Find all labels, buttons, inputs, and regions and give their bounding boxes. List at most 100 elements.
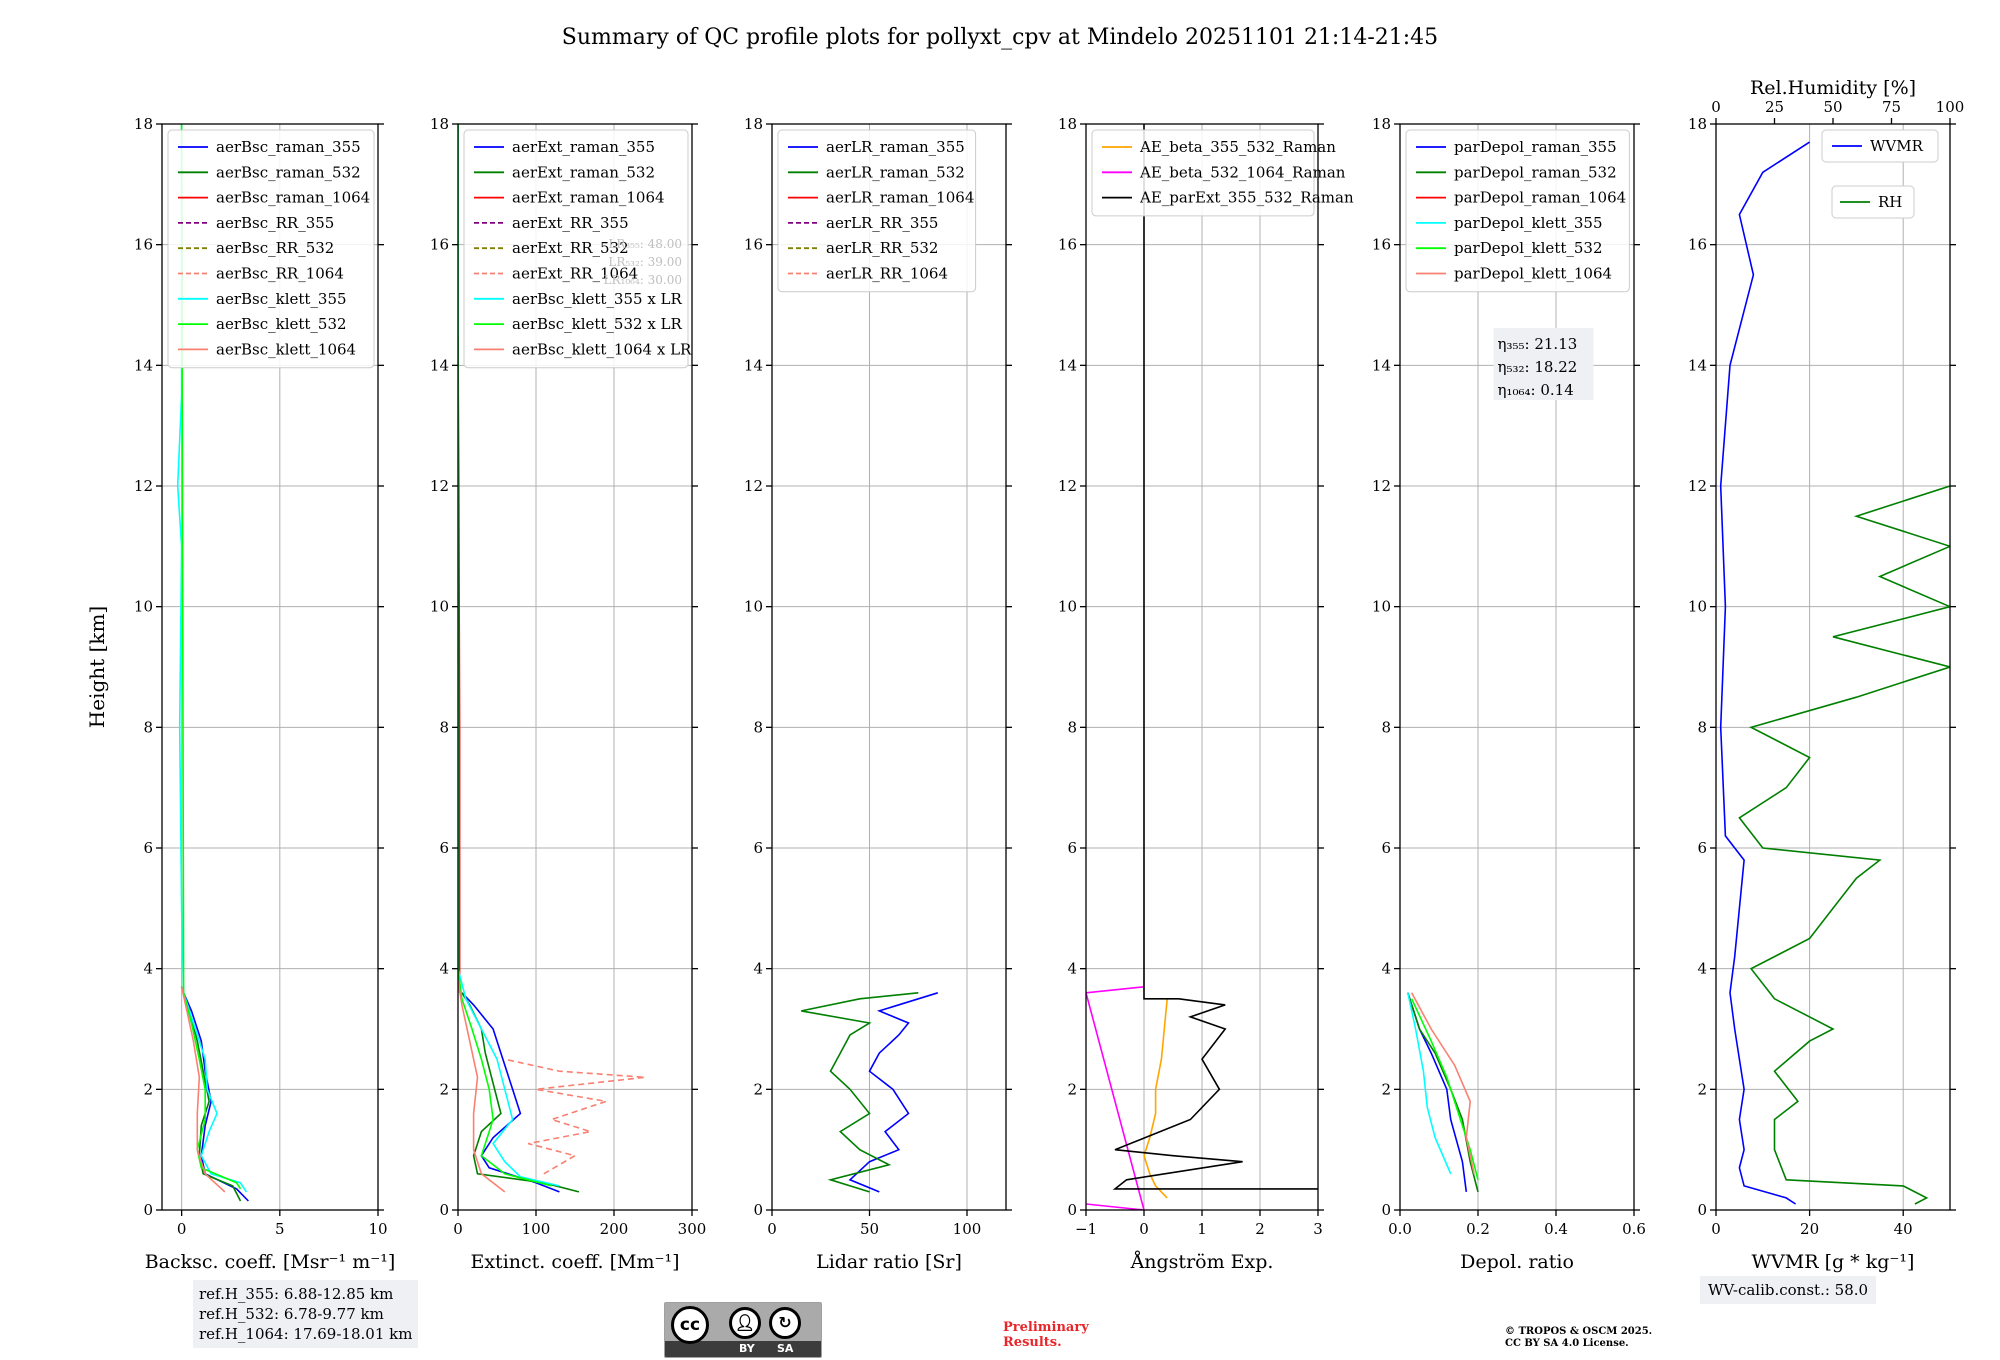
x-tick-label: 10 bbox=[368, 1220, 387, 1238]
y-tick-label: 4 bbox=[143, 960, 153, 978]
legend-frame bbox=[463, 129, 689, 369]
y-tick-label: 16 bbox=[1688, 236, 1707, 254]
axes-frame bbox=[771, 123, 1007, 1211]
y-tick-label: 18 bbox=[134, 115, 153, 133]
y-tick-label: 18 bbox=[1372, 115, 1391, 133]
axes-frame bbox=[1399, 123, 1635, 1211]
eta-label: η₁₀₆₄: 0.14 bbox=[1498, 381, 1574, 399]
y-tick-label: 14 bbox=[1372, 356, 1391, 374]
x-tick-label: 3 bbox=[1313, 1220, 1323, 1238]
legend-label: parDepol_raman_355 bbox=[1454, 138, 1617, 156]
y-tick-label: 0 bbox=[753, 1201, 763, 1219]
series-line-aerBsc_klett_355 bbox=[176, 124, 248, 1193]
legend-label: aerLR_RR_1064 bbox=[826, 265, 948, 283]
legend-label: parDepol_raman_1064 bbox=[1454, 189, 1626, 207]
x-tick-label: −1 bbox=[1075, 1220, 1097, 1238]
legend-label: aerBsc_raman_355 bbox=[216, 138, 361, 156]
y-tick-label: 8 bbox=[1067, 718, 1077, 736]
x-axis-label: Depol. ratio bbox=[1460, 1251, 1574, 1273]
series-group bbox=[176, 124, 249, 1202]
y-tick-label: 14 bbox=[744, 356, 763, 374]
y-tick-label: 4 bbox=[1697, 960, 1707, 978]
y-tick-label: 14 bbox=[1688, 356, 1707, 374]
lidar-ratio-label: LR₁₀₆₄: 30.00 bbox=[604, 273, 682, 287]
y-tick-label: 16 bbox=[1058, 236, 1077, 254]
legend-frame bbox=[777, 129, 977, 293]
legend-label: WVMR bbox=[1870, 137, 1924, 155]
x-tick-label: 0 bbox=[177, 1220, 187, 1238]
legend-label: aerBsc_klett_355 x LR bbox=[512, 290, 683, 308]
y-tick-label: 16 bbox=[1372, 236, 1391, 254]
y-tick-label: 0 bbox=[439, 1201, 449, 1219]
legend-label: aerExt_RR_1064 bbox=[512, 265, 638, 283]
wv-calibration-text: WV-calib.const.: 58.0 bbox=[1708, 1281, 1869, 1299]
y-tick-label: 18 bbox=[1058, 115, 1077, 133]
series-line-aerExt_raman_532 bbox=[461, 992, 580, 1193]
legend-frame bbox=[1091, 129, 1315, 217]
panel-ext: 0 2 4 6 8 10 12 14 16 18 0 100 200 300 Extinct. coeff.… bbox=[430, 115, 706, 1273]
rh-legend: RH bbox=[1831, 185, 1915, 219]
panel-bsc: 0 2 4 6 8 10 12 14 16 18 0 5 10 Backsc. coeff. [Msr⁻¹… bbox=[134, 115, 395, 1273]
x-tick-label: 200 bbox=[600, 1220, 629, 1238]
ref-height-355: ref.H_355: 6.88-12.85 km bbox=[199, 1285, 394, 1303]
y-tick-label: 8 bbox=[1697, 718, 1707, 736]
series-line-aerExt_RR_1064 bbox=[504, 1058, 646, 1175]
x-tick-label: 0.4 bbox=[1544, 1220, 1568, 1238]
y-tick-label: 4 bbox=[439, 960, 449, 978]
y-tick-label: 0 bbox=[1381, 1201, 1391, 1219]
legend-label: aerExt_raman_355 bbox=[512, 138, 655, 156]
legend-label: aerBsc_raman_1064 bbox=[216, 189, 370, 207]
y-tick-label: 2 bbox=[143, 1080, 153, 1098]
legend-label: aerExt_RR_532 bbox=[512, 239, 629, 257]
axes-frame bbox=[161, 123, 379, 1211]
legend-frame bbox=[1831, 185, 1915, 219]
eta-box bbox=[1493, 328, 1594, 400]
legend-label: aerLR_raman_532 bbox=[826, 163, 965, 181]
axes-frame bbox=[1715, 123, 1951, 1211]
series-group bbox=[801, 992, 939, 1193]
reference-height-box: ref.H_355: 6.88-12.85 km ref.H_532: 6.78… bbox=[193, 1280, 419, 1348]
axes-frame bbox=[457, 123, 693, 1211]
legend-label: aerExt_raman_1064 bbox=[512, 189, 665, 207]
legend-label: parDepol_klett_355 bbox=[1454, 214, 1603, 232]
x-axis-label: WVMR [g * kg⁻¹] bbox=[1752, 1251, 1915, 1273]
copyright-line-1: © TROPOS & OSCM 2025. bbox=[1505, 1326, 1653, 1337]
legend: aerLR_raman_355 aerLR_raman_532 aerLR_rama… bbox=[777, 129, 977, 293]
legend-label: AE_beta_532_1064_Raman bbox=[1139, 163, 1346, 181]
series-line-RH bbox=[1738, 485, 1950, 1205]
y-tick-label: 6 bbox=[1381, 839, 1391, 857]
y-tick-label: 10 bbox=[1372, 598, 1391, 616]
x-tick-label: 0.2 bbox=[1466, 1220, 1490, 1238]
x-tick-label: 0 bbox=[1139, 1220, 1149, 1238]
wv-calibration-box: WV-calib.const.: 58.0 bbox=[1700, 1276, 1877, 1304]
y-tick-label: 0 bbox=[143, 1201, 153, 1219]
y-tick-label: 12 bbox=[744, 477, 763, 495]
eta-label: η₅₃₂: 18.22 bbox=[1498, 358, 1578, 376]
x-tick-label: 0.0 bbox=[1388, 1220, 1412, 1238]
series-line-WVMR bbox=[1719, 141, 1811, 1205]
series-group bbox=[1086, 124, 1318, 1210]
y-tick-label: 14 bbox=[430, 356, 449, 374]
legend-frame bbox=[167, 129, 375, 369]
y-tick-label: 2 bbox=[439, 1080, 449, 1098]
panel-lr: 0 2 4 6 8 10 12 14 16 18 0 50 100 Lidar ratio [Sr] aer… bbox=[744, 115, 1012, 1273]
x-tick-label: 0 bbox=[1711, 1220, 1721, 1238]
cc-by-label: BY bbox=[739, 1342, 755, 1355]
y-tick-label: 14 bbox=[1058, 356, 1077, 374]
x2-tick-label: 50 bbox=[1823, 98, 1842, 116]
y-tick-label: 16 bbox=[134, 236, 153, 254]
lidar-ratio-label: LR₅₃₂: 39.00 bbox=[608, 255, 682, 269]
y-tick-label: 18 bbox=[430, 115, 449, 133]
y-tick-label: 2 bbox=[753, 1080, 763, 1098]
legend-label: aerLR_RR_532 bbox=[826, 239, 938, 257]
x-tick-label: 40 bbox=[1894, 1220, 1913, 1238]
legend-label: aerLR_raman_1064 bbox=[826, 189, 974, 207]
series-group bbox=[1719, 141, 1950, 1205]
y-tick-label: 8 bbox=[1381, 718, 1391, 736]
x-axis-label: Backsc. coeff. [Msr⁻¹ m⁻¹] bbox=[145, 1251, 396, 1273]
series-line-aerLR_raman_532 bbox=[801, 992, 919, 1193]
series-group bbox=[1407, 992, 1479, 1193]
y-tick-label: 12 bbox=[1058, 477, 1077, 495]
y-tick-label: 18 bbox=[1688, 115, 1707, 133]
